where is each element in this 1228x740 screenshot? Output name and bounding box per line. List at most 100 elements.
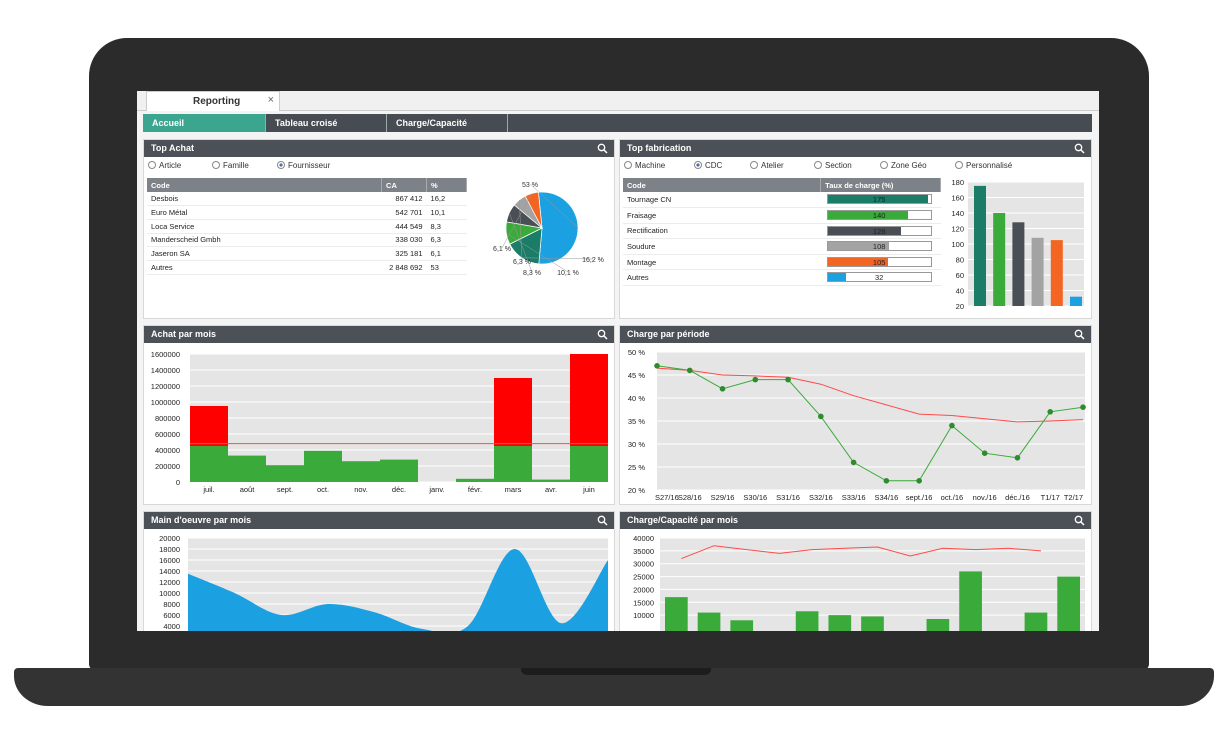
radio-icon xyxy=(624,161,632,169)
app-screen: Reporting × Accueil Tableau croisé Charg… xyxy=(137,91,1099,631)
search-icon[interactable] xyxy=(1074,143,1085,154)
cell: Euro Métal xyxy=(147,205,382,220)
charge-rate-value: 140 xyxy=(872,211,886,221)
radio-famille[interactable]: Famille xyxy=(212,161,249,170)
y-tick-label: 60 xyxy=(956,271,964,280)
main-nav: Accueil Tableau croisé Charge/Capacité xyxy=(143,114,1092,132)
nav-charge-capacite[interactable]: Charge/Capacité xyxy=(387,114,508,132)
radio-icon xyxy=(880,161,888,169)
bar xyxy=(1031,237,1044,306)
nav-accueil[interactable]: Accueil xyxy=(143,114,266,132)
bar xyxy=(795,611,819,631)
radio-icon xyxy=(148,161,156,169)
search-icon[interactable] xyxy=(597,515,608,526)
radio-atelier[interactable]: Atelier xyxy=(750,161,784,170)
panel-header: Top Achat xyxy=(144,140,614,157)
search-icon[interactable] xyxy=(597,329,608,340)
charge-rate-bar: 108 xyxy=(826,241,932,252)
data-point xyxy=(654,363,660,369)
radio-selected-icon xyxy=(694,161,702,169)
data-point xyxy=(818,413,824,420)
y-tick-label: 10000 xyxy=(159,589,180,598)
charge-rate-value: 128 xyxy=(872,226,886,236)
main-oeuvre-chart: 20000 18000 16000 14000 12000 10000 8000 6000 40… xyxy=(159,534,608,631)
table-row[interactable]: Tournage CN 175 xyxy=(623,192,941,209)
col-header[interactable]: Code xyxy=(147,178,383,192)
tab-label: Reporting xyxy=(193,96,241,107)
y-tick-label: 10000 xyxy=(633,611,654,620)
table-row[interactable]: Fraisage 140 xyxy=(623,207,941,224)
panel-header: Achat par mois xyxy=(144,326,614,343)
radio-fournisseur[interactable]: Fournisseur xyxy=(277,161,330,170)
charge-rate-value: 32 xyxy=(875,273,884,283)
x-tick-label: S33/16 xyxy=(842,493,866,502)
radio-zone-geo[interactable]: Zone Géo xyxy=(880,161,927,170)
col-header[interactable]: % xyxy=(426,178,467,192)
charge-rate-fill xyxy=(827,242,890,251)
charge-rate-fill xyxy=(827,257,888,266)
cell: 108 xyxy=(820,238,941,255)
search-icon[interactable] xyxy=(1074,515,1085,526)
data-point xyxy=(981,450,988,456)
data-point xyxy=(916,478,922,484)
charge-rate-bar: 175 xyxy=(826,194,932,204)
x-tick-label: S28/16 xyxy=(678,493,702,502)
pie-leader-line xyxy=(509,212,533,273)
table-row[interactable]: Loca Service 444 549 8,3 xyxy=(147,219,467,234)
y-tick-label: 800000 xyxy=(155,414,180,423)
table-row[interactable]: Montage 105 xyxy=(623,254,941,271)
search-icon[interactable] xyxy=(597,143,608,154)
charge-par-periode-panel: Charge par période 50 % 45 % 40 % 35 % 30 % 2… xyxy=(619,325,1092,505)
x-tick-label: déc./16 xyxy=(1005,493,1030,502)
bar-excess xyxy=(494,378,532,446)
table-row[interactable]: Desbois 867 412 16,2 xyxy=(147,192,467,207)
table-row[interactable]: Jaseron SA 325 181 6,1 xyxy=(147,246,467,261)
cell: Loca Service xyxy=(147,219,382,234)
bar xyxy=(730,620,754,631)
cell: 105 xyxy=(820,254,941,271)
table-row[interactable]: Rectification 128 xyxy=(623,223,941,240)
table-row[interactable]: Autres 2 848 692 53 xyxy=(147,260,467,275)
bar xyxy=(959,571,982,631)
data-point xyxy=(1080,404,1086,410)
x-tick-label: sept. xyxy=(277,485,293,494)
bar xyxy=(342,461,380,482)
series-line xyxy=(656,367,1084,423)
bar xyxy=(861,616,884,631)
col-header[interactable]: Code xyxy=(623,178,822,192)
table-row[interactable]: Soudure 108 xyxy=(623,238,941,255)
cell: Rectification xyxy=(623,223,821,240)
search-icon[interactable] xyxy=(1074,329,1085,340)
radio-article[interactable]: Article xyxy=(148,161,181,170)
document-tabbar: Reporting × xyxy=(137,91,1099,111)
cell: Montage xyxy=(623,254,821,271)
table-row[interactable]: Autres 32 xyxy=(623,269,941,287)
charge-rate-value: 108 xyxy=(872,242,886,252)
pie-leader-line xyxy=(506,233,569,273)
col-header[interactable]: Taux de charge (%) xyxy=(820,178,941,192)
y-tick-label: 20 xyxy=(956,302,964,311)
y-tick-label: 30000 xyxy=(633,560,654,569)
table-row[interactable]: Manderscheid Gmbh 338 030 6,3 xyxy=(147,233,467,248)
radio-section[interactable]: Section xyxy=(814,161,852,170)
y-tick-label: 20000 xyxy=(633,585,654,594)
radio-cdc[interactable]: CDC xyxy=(694,161,722,170)
data-point xyxy=(883,478,890,484)
radio-icon xyxy=(212,161,220,169)
col-header[interactable]: CA xyxy=(381,178,428,192)
tab-reporting[interactable]: Reporting × xyxy=(146,91,280,111)
radio-personnalise[interactable]: Personnalisé xyxy=(955,161,1012,170)
x-tick-label: avr. xyxy=(545,485,557,494)
radio-machine[interactable]: Machine xyxy=(624,161,665,170)
charge-rate-bar: 128 xyxy=(826,225,932,236)
table-row[interactable]: Euro Métal 542 701 10,1 xyxy=(147,205,467,220)
y-tick-label: 20 % xyxy=(628,486,645,495)
nav-tableau-croise[interactable]: Tableau croisé xyxy=(266,114,387,132)
y-tick-label: 40 % xyxy=(628,394,645,403)
charge-rate-bar: 32 xyxy=(826,272,932,283)
laptop-notch xyxy=(521,668,711,675)
y-tick-label: 45 % xyxy=(628,371,645,380)
close-icon[interactable]: × xyxy=(267,94,274,106)
area-series xyxy=(188,548,608,631)
cell: 140 xyxy=(820,207,941,224)
